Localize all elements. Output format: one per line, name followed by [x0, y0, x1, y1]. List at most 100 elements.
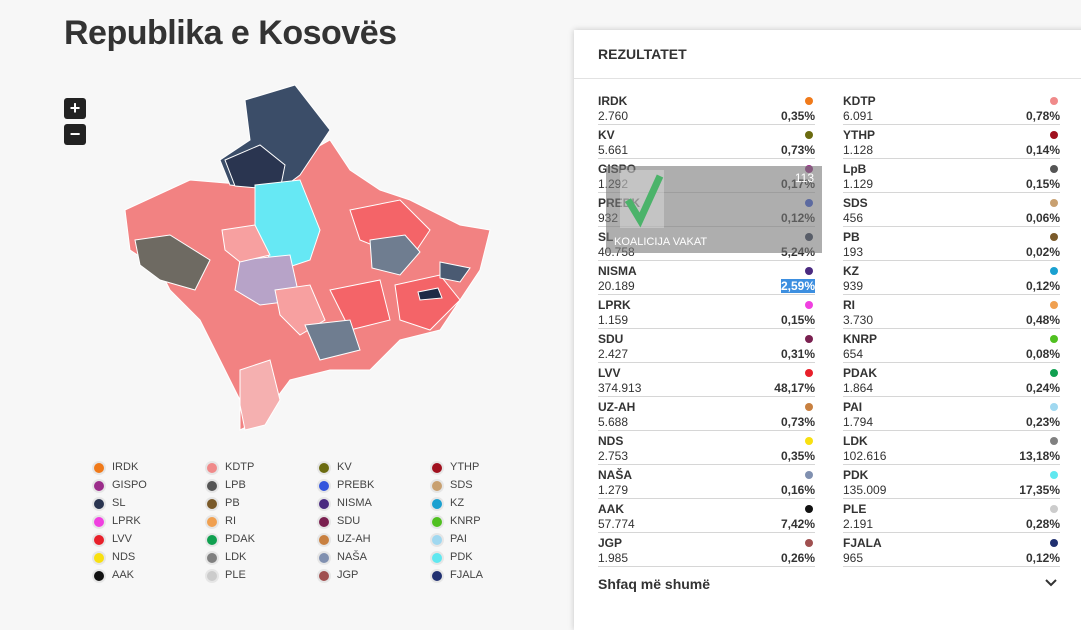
- region[interactable]: [439, 261, 471, 283]
- legend-item[interactable]: KZ: [430, 495, 464, 511]
- legend-item[interactable]: LPRK: [92, 513, 141, 529]
- legend-item[interactable]: IRDK: [92, 459, 138, 475]
- party-name: AAK: [598, 502, 624, 516]
- chevron[interactable]: [1044, 578, 1058, 588]
- party-votes: 2.753: [598, 449, 629, 463]
- result-row[interactable]: NDS 2.753 0,35%: [598, 434, 815, 465]
- party-percent: 0,78%: [1025, 109, 1060, 123]
- legend-item[interactable]: NISMA: [317, 495, 372, 511]
- result-row[interactable]: PDAK 1.864 0,24%: [843, 366, 1060, 397]
- legend-label: UZ-AH: [337, 533, 371, 545]
- party-votes: 6.091: [843, 109, 874, 123]
- legend-swatch: [317, 479, 331, 493]
- legend-swatch: [92, 569, 106, 583]
- result-row[interactable]: NISMA 20.189 2,59%: [598, 264, 815, 295]
- legend-item[interactable]: FJALA: [430, 567, 483, 583]
- result-row[interactable]: KV 5.661 0,73%: [598, 128, 815, 159]
- legend-item[interactable]: KV: [317, 459, 352, 475]
- legend-label: LPB: [225, 479, 246, 491]
- party-color: [805, 505, 813, 513]
- legend-label: IRDK: [112, 461, 139, 473]
- party-color: [1050, 437, 1058, 445]
- zoom-out[interactable]: −: [64, 124, 86, 145]
- legend-item[interactable]: PLE: [205, 567, 246, 583]
- region[interactable]: [304, 319, 361, 361]
- party-votes: 2.760: [598, 109, 629, 123]
- tooltip: 113 KOALICIJA VAKAT: [606, 166, 822, 253]
- legend-swatch: [430, 515, 444, 529]
- legend-item[interactable]: PREBK: [317, 477, 374, 493]
- legend-item[interactable]: PB: [205, 495, 240, 511]
- legend-item[interactable]: LDK: [205, 549, 246, 565]
- legend-item[interactable]: GISPO: [92, 477, 147, 493]
- legend-item[interactable]: NAŠA: [317, 549, 367, 565]
- legend-item[interactable]: UZ-AH: [317, 531, 371, 547]
- result-row[interactable]: IRDK 2.760 0,35%: [598, 94, 815, 125]
- result-row[interactable]: PLE 2.191 0,28%: [843, 502, 1060, 533]
- result-row[interactable]: LDK 102.616 13,18%: [843, 434, 1060, 465]
- legend-item[interactable]: RI: [205, 513, 236, 529]
- region[interactable]: [221, 224, 271, 263]
- party-percent: 0,06%: [1025, 211, 1060, 225]
- result-row[interactable]: YTHP 1.128 0,14%: [843, 128, 1060, 159]
- result-row[interactable]: UZ-AH 5.688 0,73%: [598, 400, 815, 431]
- result-row[interactable]: AAK 57.774 7,42%: [598, 502, 815, 533]
- result-row[interactable]: LpB 1.129 0,15%: [843, 162, 1060, 193]
- legend-item[interactable]: PAI: [430, 531, 467, 547]
- result-row[interactable]: SDU 2.427 0,31%: [598, 332, 815, 363]
- legend-label: PLE: [225, 569, 246, 581]
- legend-item[interactable]: LPB: [205, 477, 246, 493]
- legend-label: YTHP: [450, 461, 480, 473]
- region[interactable]: [394, 274, 461, 331]
- region[interactable]: [224, 144, 286, 191]
- result-row[interactable]: PAI 1.794 0,23%: [843, 400, 1060, 431]
- legend-item[interactable]: KDTP: [205, 459, 254, 475]
- party-percent: 0,28%: [1025, 517, 1060, 531]
- legend-item[interactable]: LVV: [92, 531, 132, 547]
- legend-item[interactable]: KNRP: [430, 513, 481, 529]
- result-row[interactable]: RI 3.730 0,48%: [843, 298, 1060, 329]
- legend-item[interactable]: PDK: [430, 549, 473, 565]
- party-color: [805, 97, 813, 105]
- result-row[interactable]: LPRK 1.159 0,15%: [598, 298, 815, 329]
- result-row[interactable]: LVV 374.913 48,17%: [598, 366, 815, 397]
- legend-item[interactable]: SL: [92, 495, 125, 511]
- party-name: PB: [843, 230, 860, 244]
- party-votes: 1.985: [598, 551, 629, 565]
- region[interactable]: [369, 234, 421, 276]
- result-row[interactable]: KDTP 6.091 0,78%: [843, 94, 1060, 125]
- region[interactable]: [417, 287, 443, 301]
- result-row[interactable]: JGP 1.985 0,26%: [598, 536, 815, 567]
- result-row[interactable]: FJALA 965 0,12%: [843, 536, 1060, 567]
- legend-item[interactable]: SDU: [317, 513, 360, 529]
- region[interactable]: [134, 234, 211, 291]
- legend-label: NAŠA: [337, 551, 367, 563]
- show-more[interactable]: Shfaq më shumë: [598, 576, 711, 592]
- legend-item[interactable]: PDAK: [205, 531, 255, 547]
- party-color: [1050, 369, 1058, 377]
- region[interactable]: [239, 359, 281, 431]
- zoom-in[interactable]: +: [64, 98, 86, 119]
- result-row[interactable]: NAŠA 1.279 0,16%: [598, 468, 815, 499]
- legend-item[interactable]: AAK: [92, 567, 134, 583]
- result-row[interactable]: PB 193 0,02%: [843, 230, 1060, 261]
- result-row[interactable]: KZ 939 0,12%: [843, 264, 1060, 295]
- legend-swatch: [430, 569, 444, 583]
- legend-label: FJALA: [450, 569, 484, 581]
- legend-item[interactable]: JGP: [317, 567, 358, 583]
- legend-swatch: [92, 515, 106, 529]
- party-color: [1050, 539, 1058, 547]
- party-name: RI: [843, 298, 855, 312]
- party-percent: 7,42%: [780, 517, 815, 531]
- legend-label: PDK: [450, 551, 473, 563]
- result-row[interactable]: KNRP 654 0,08%: [843, 332, 1060, 363]
- party-color: [1050, 199, 1058, 207]
- party-votes: 2.427: [598, 347, 629, 361]
- legend-item[interactable]: SDS: [430, 477, 473, 493]
- result-row[interactable]: SDS 456 0,06%: [843, 196, 1060, 227]
- legend-item[interactable]: YTHP: [430, 459, 479, 475]
- region[interactable]: [329, 279, 391, 331]
- result-row[interactable]: PDK 135.009 17,35%: [843, 468, 1060, 499]
- legend-item[interactable]: NDS: [92, 549, 135, 565]
- legend-label: NISMA: [337, 497, 372, 509]
